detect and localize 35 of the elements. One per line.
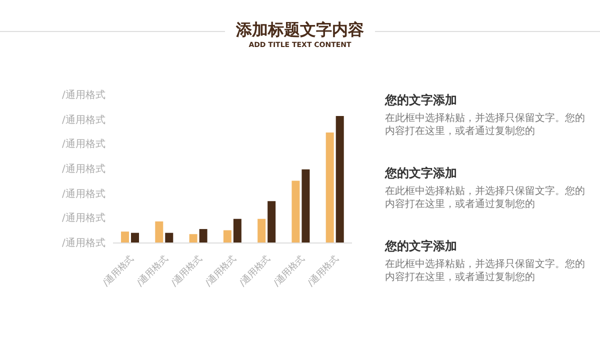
bar — [336, 116, 344, 243]
text: 您的文字添加 — [385, 92, 458, 109]
bar — [326, 132, 334, 243]
x-tick-label: /通用格式 — [203, 253, 239, 289]
text: /通用格式 — [62, 236, 106, 251]
bar — [121, 232, 129, 243]
x-tick-label: /通用格式 — [271, 253, 307, 289]
x-tick-label: /通用格式 — [100, 253, 136, 289]
text: 您的文字添加 — [385, 165, 458, 182]
bar — [292, 180, 300, 243]
chart-title: 添加标题文字内容 — [230, 20, 370, 39]
x-tick-label: /通用格式 — [306, 253, 342, 289]
bar — [302, 169, 310, 243]
bar — [165, 232, 174, 243]
text: 在此框中选择粘贴，并选择只保留文字。您的内容打在这里，或者通过复制您的 — [385, 112, 586, 138]
text: /通用格式 — [62, 114, 106, 128]
text: /通用格式 — [62, 138, 106, 152]
bar — [258, 218, 266, 243]
x-tick-label: /通用格式 — [169, 253, 204, 289]
x-tick-label: /通用格式 — [237, 253, 273, 289]
text: 您的文字添加 — [385, 238, 458, 255]
bar — [268, 201, 276, 243]
text: /通用格式 — [62, 162, 106, 177]
bar — [223, 230, 232, 243]
text: /通用格式 — [62, 212, 106, 226]
bar — [199, 229, 208, 243]
bar — [233, 218, 242, 243]
bar — [189, 234, 198, 243]
text: /通用格式 — [62, 188, 106, 202]
x-tick-label: /通用格式 — [134, 253, 170, 289]
text: 在此框中选择粘贴，并选择只保留文字。您的内容打在这里，或者通过复制您的 — [385, 185, 586, 211]
text: 在此框中选择粘贴，并选择只保留文字。您的内容打在这里，或者通过复制您的 — [385, 258, 586, 284]
bar — [155, 221, 164, 243]
text: /通用格式 — [62, 89, 106, 103]
bar — [131, 232, 139, 243]
